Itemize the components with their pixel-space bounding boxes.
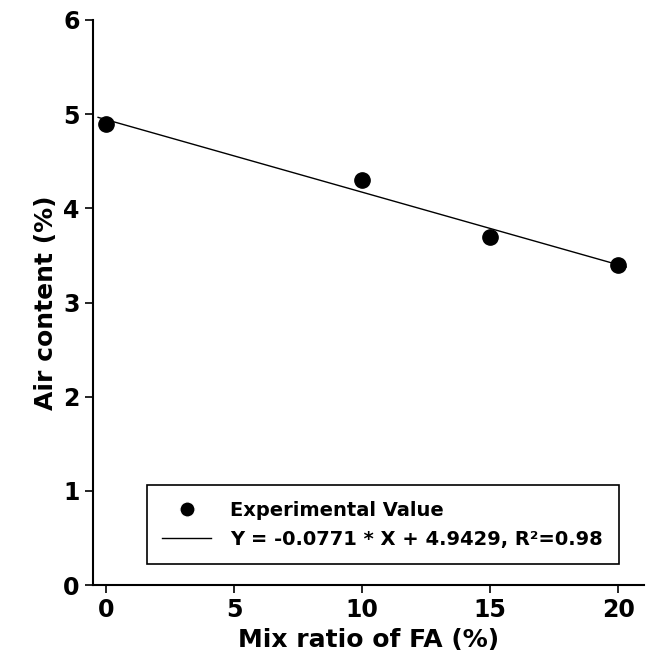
Y-axis label: Air content (%): Air content (%) bbox=[34, 196, 58, 410]
Legend: Experimental Value, Y = -0.0771 * X + 4.9429, R²=0.98: Experimental Value, Y = -0.0771 * X + 4.… bbox=[147, 485, 619, 564]
X-axis label: Mix ratio of FA (%): Mix ratio of FA (%) bbox=[238, 628, 499, 652]
Point bbox=[485, 231, 495, 242]
Point bbox=[357, 175, 367, 186]
Point bbox=[100, 118, 111, 129]
Point bbox=[613, 259, 623, 270]
